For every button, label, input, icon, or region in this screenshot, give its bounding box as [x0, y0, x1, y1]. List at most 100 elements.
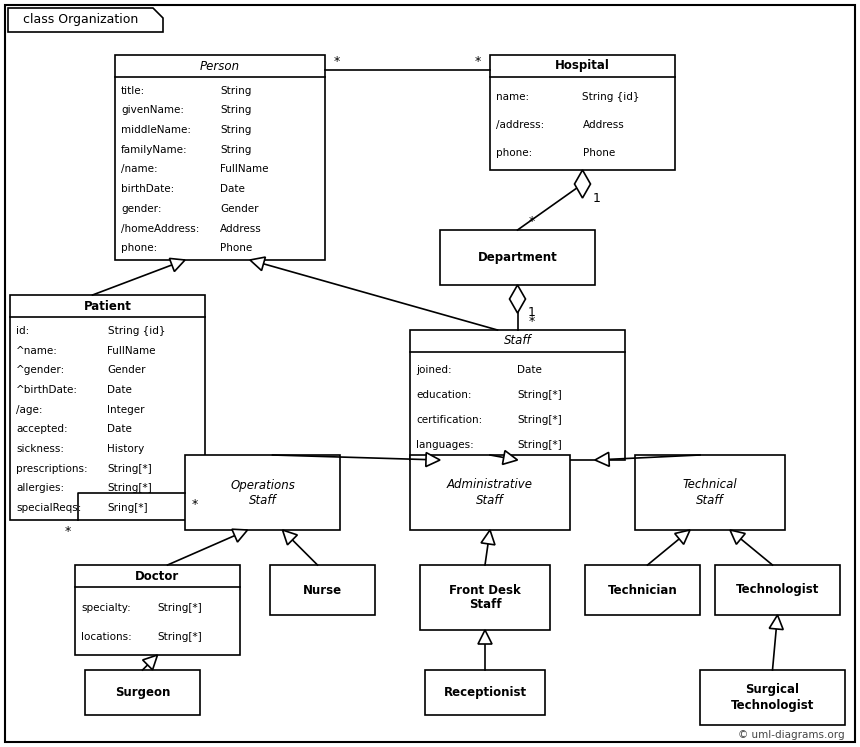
Text: joined:: joined: [416, 365, 452, 374]
Text: ^birthDate:: ^birthDate: [16, 385, 78, 395]
Text: String: String [220, 125, 251, 135]
Text: String[*]: String[*] [108, 483, 152, 494]
Text: class Organization: class Organization [23, 13, 138, 26]
Bar [635, 455, 785, 530]
Bar [490, 55, 675, 170]
Text: familyName:: familyName: [121, 145, 187, 155]
Text: gender:: gender: [121, 204, 162, 214]
Text: Front Desk
Staff: Front Desk Staff [449, 583, 521, 612]
Text: 1: 1 [593, 191, 600, 205]
Polygon shape [232, 529, 248, 542]
Text: allergies:: allergies: [16, 483, 64, 494]
Text: specialty:: specialty: [81, 603, 131, 613]
Text: Date: Date [108, 424, 132, 434]
Bar [85, 670, 200, 715]
Bar [10, 295, 205, 520]
Text: String: String [220, 86, 251, 96]
Text: String[*]: String[*] [518, 390, 562, 400]
Text: Date: Date [108, 385, 132, 395]
Text: *: * [334, 55, 340, 69]
Text: ^gender:: ^gender: [16, 365, 65, 375]
Text: Technical
Staff: Technical Staff [683, 479, 737, 506]
Polygon shape [574, 170, 591, 198]
Bar [115, 55, 325, 260]
Text: prescriptions:: prescriptions: [16, 464, 88, 474]
Text: © uml-diagrams.org: © uml-diagrams.org [739, 730, 845, 740]
Text: ^name:: ^name: [16, 346, 58, 356]
Text: sickness:: sickness: [16, 444, 64, 454]
Bar [585, 565, 700, 615]
Polygon shape [675, 530, 690, 545]
Text: Patient: Patient [83, 300, 132, 312]
Bar [75, 565, 240, 655]
Bar [410, 330, 625, 460]
Text: /address:: /address: [496, 120, 544, 130]
Text: String {id}: String {id} [582, 92, 640, 102]
Polygon shape [426, 453, 440, 467]
Text: Surgical
Technologist: Surgical Technologist [731, 684, 814, 711]
Bar [420, 565, 550, 630]
Text: Hospital: Hospital [555, 60, 610, 72]
Bar [410, 455, 570, 530]
Bar [700, 670, 845, 725]
Text: Administrative
Staff: Administrative Staff [447, 479, 533, 506]
Text: title:: title: [121, 86, 145, 96]
Text: FullName: FullName [108, 346, 156, 356]
Text: phone:: phone: [121, 244, 157, 253]
Text: 1: 1 [527, 306, 536, 320]
Polygon shape [8, 8, 163, 32]
Text: Technologist: Technologist [736, 583, 820, 597]
Text: String[*]: String[*] [108, 464, 152, 474]
Text: /age:: /age: [16, 405, 42, 415]
Polygon shape [481, 530, 495, 545]
Text: /homeAddress:: /homeAddress: [121, 223, 200, 234]
Text: *: * [192, 498, 198, 511]
Text: String {id}: String {id} [108, 326, 165, 336]
Polygon shape [478, 630, 492, 644]
Bar [425, 670, 545, 715]
Text: givenName:: givenName: [121, 105, 184, 116]
Text: Phone: Phone [582, 148, 615, 158]
Text: *: * [528, 315, 535, 329]
Text: languages:: languages: [416, 440, 474, 450]
Text: Gender: Gender [220, 204, 259, 214]
Text: Person: Person [200, 60, 240, 72]
Text: phone:: phone: [496, 148, 532, 158]
Text: birthDate:: birthDate: [121, 185, 175, 194]
Text: FullName: FullName [220, 164, 268, 175]
Text: Nurse: Nurse [303, 583, 342, 597]
Bar [270, 565, 375, 615]
Text: Doctor: Doctor [135, 569, 180, 583]
Polygon shape [509, 285, 525, 313]
Text: /name:: /name: [121, 164, 157, 175]
Text: String[*]: String[*] [518, 440, 562, 450]
Polygon shape [502, 450, 518, 465]
Bar [185, 455, 340, 530]
Text: *: * [475, 55, 481, 69]
Bar [440, 230, 595, 285]
Text: Phone: Phone [220, 244, 252, 253]
Text: id:: id: [16, 326, 29, 336]
Polygon shape [769, 615, 783, 630]
Text: String: String [220, 105, 251, 116]
Bar [715, 565, 840, 615]
Text: String[*]: String[*] [157, 603, 202, 613]
Text: Gender: Gender [108, 365, 146, 375]
Text: Integer: Integer [108, 405, 145, 415]
Text: middleName:: middleName: [121, 125, 191, 135]
Text: *: * [528, 215, 535, 229]
Text: Surgeon: Surgeon [115, 686, 170, 699]
Text: History: History [108, 444, 144, 454]
Text: locations:: locations: [81, 632, 132, 642]
Text: Department: Department [477, 251, 557, 264]
Text: String[*]: String[*] [157, 632, 202, 642]
Text: String[*]: String[*] [518, 415, 562, 425]
Text: name:: name: [496, 92, 529, 102]
Text: Sring[*]: Sring[*] [108, 503, 148, 513]
Text: Operations
Staff: Operations Staff [230, 479, 295, 506]
Text: Staff: Staff [504, 335, 531, 347]
Text: Address: Address [582, 120, 624, 130]
Polygon shape [730, 530, 746, 545]
Text: Technician: Technician [608, 583, 678, 597]
Text: Date: Date [220, 185, 245, 194]
